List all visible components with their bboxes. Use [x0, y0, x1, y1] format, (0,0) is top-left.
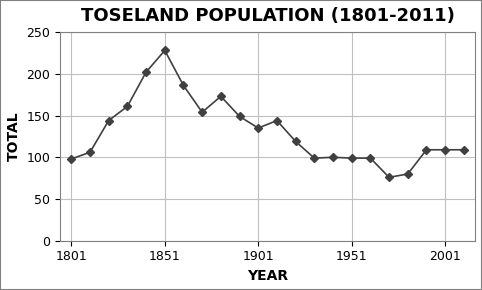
- X-axis label: YEAR: YEAR: [247, 269, 288, 283]
- Y-axis label: TOTAL: TOTAL: [7, 112, 21, 161]
- Title: TOSELAND POPULATION (1801-2011): TOSELAND POPULATION (1801-2011): [80, 7, 455, 25]
